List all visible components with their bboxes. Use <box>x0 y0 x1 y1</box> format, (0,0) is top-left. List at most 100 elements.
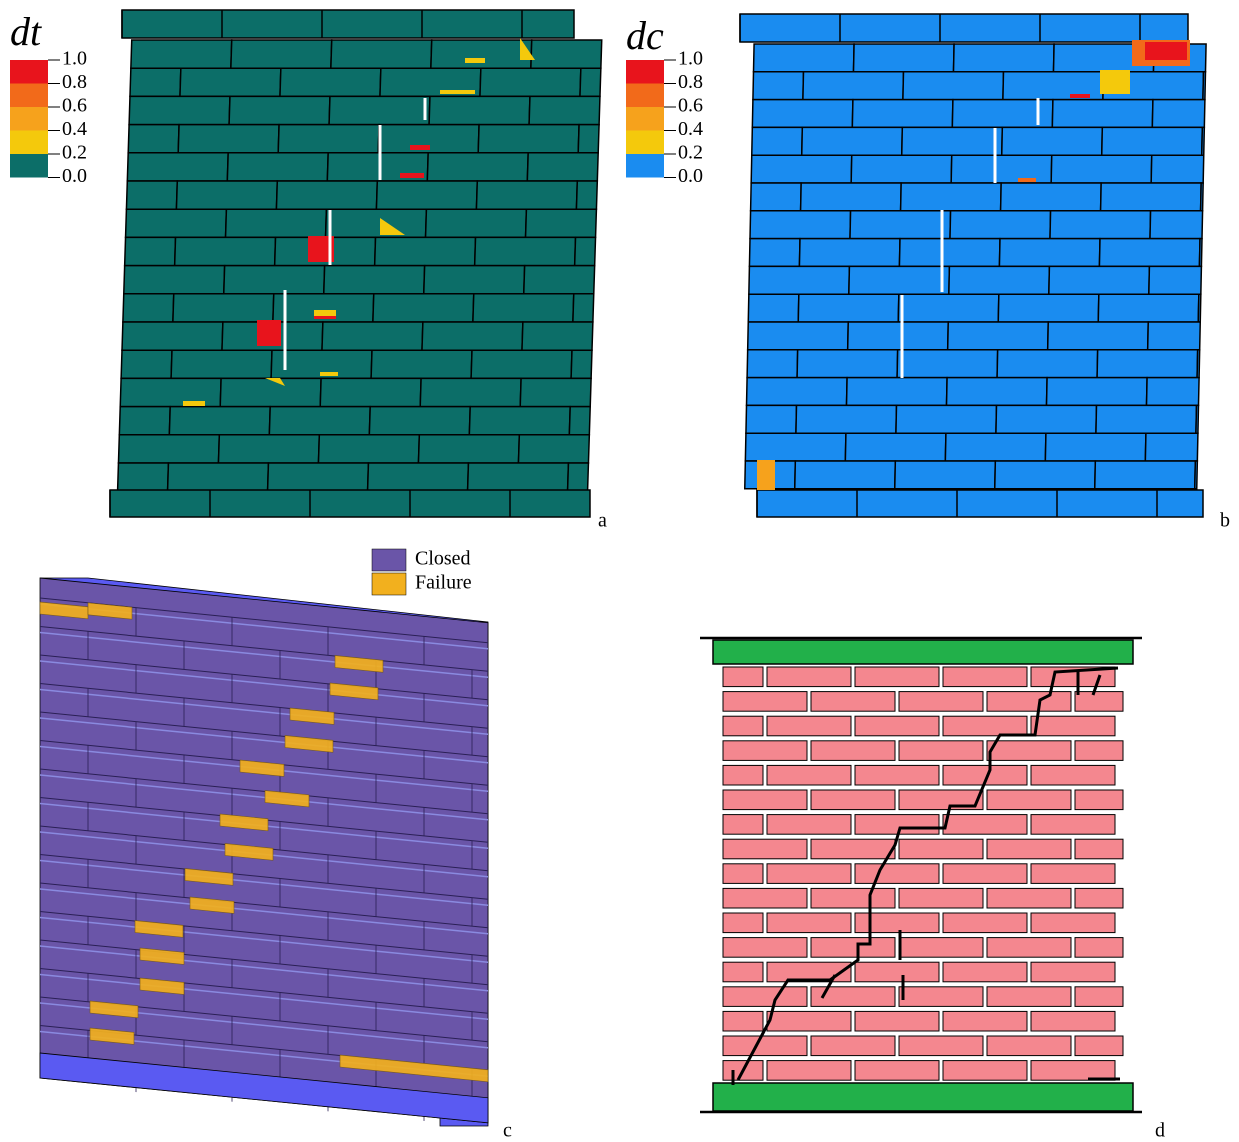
brick <box>855 864 939 884</box>
brick <box>1151 155 1204 183</box>
brick <box>752 100 853 128</box>
legend-tick-label: 0.0 <box>678 165 703 187</box>
brick <box>268 463 369 491</box>
brick <box>475 237 576 265</box>
brick <box>723 962 763 982</box>
brick <box>178 125 279 153</box>
damage <box>440 90 475 94</box>
brick <box>723 716 763 736</box>
brick <box>171 350 272 378</box>
brick <box>578 125 599 153</box>
brick <box>1147 378 1200 406</box>
brick <box>229 96 330 124</box>
brick <box>1048 322 1149 350</box>
brick <box>848 322 949 350</box>
brick <box>126 181 177 209</box>
brick <box>1047 378 1148 406</box>
brick <box>1203 72 1206 100</box>
brick <box>1075 790 1123 810</box>
brick <box>953 44 1054 72</box>
brick <box>218 435 319 463</box>
brick <box>127 153 228 181</box>
brick <box>745 433 846 461</box>
legend-tick-label: 1.0 <box>678 48 703 70</box>
panel-label: a <box>598 510 607 532</box>
brick <box>1031 716 1115 736</box>
brick <box>767 1061 851 1081</box>
damage <box>320 372 338 376</box>
brick <box>580 68 601 96</box>
brick <box>480 68 581 96</box>
brick <box>120 378 221 406</box>
brick <box>1031 1061 1115 1081</box>
brick <box>1201 183 1204 211</box>
brick <box>897 350 998 378</box>
brick <box>943 667 1027 687</box>
brick <box>767 913 851 933</box>
brick <box>723 864 763 884</box>
brick <box>803 72 904 100</box>
brick <box>1075 741 1123 761</box>
legend-swatch <box>10 154 48 178</box>
brick <box>324 266 425 294</box>
legend-tick-label: 0.6 <box>678 95 703 117</box>
legend-title: dt <box>10 9 42 54</box>
brick <box>855 913 939 933</box>
brick <box>802 127 903 155</box>
brick <box>1002 127 1103 155</box>
damage <box>1100 70 1130 94</box>
brick <box>987 987 1071 1007</box>
brick <box>943 864 1027 884</box>
brick <box>1052 100 1153 128</box>
brick <box>987 888 1071 908</box>
legend-swatch <box>626 154 664 178</box>
brick <box>903 72 1004 100</box>
brick <box>899 1036 983 1056</box>
brick <box>231 40 332 68</box>
brick <box>518 435 589 463</box>
brick <box>855 1011 939 1031</box>
brick <box>723 790 807 810</box>
figure: dt dc a b c d Closed Failure 1.00.80.60.… <box>0 0 1239 1142</box>
brick <box>723 987 807 1007</box>
brick <box>943 815 1027 835</box>
brick <box>476 181 577 209</box>
brick <box>811 839 895 859</box>
brick <box>524 266 595 294</box>
legend-tick-label: 0.0 <box>62 165 87 187</box>
brick <box>798 294 899 322</box>
brick <box>796 405 897 433</box>
brick <box>424 266 525 294</box>
brick <box>173 294 274 322</box>
brick <box>751 155 852 183</box>
brick <box>747 350 798 378</box>
brick <box>1050 211 1151 239</box>
brick <box>1045 433 1146 461</box>
brick <box>575 237 596 265</box>
damage <box>1145 42 1187 60</box>
panel-d <box>700 638 1142 1112</box>
damage <box>465 58 485 63</box>
brick <box>996 405 1097 433</box>
brick <box>1031 815 1115 835</box>
brick <box>811 888 895 908</box>
brick <box>746 405 797 433</box>
legend-swatch <box>10 107 48 131</box>
brick <box>368 463 469 491</box>
damage <box>314 316 336 319</box>
brick <box>811 741 895 761</box>
brick <box>1031 765 1115 785</box>
brick <box>767 815 851 835</box>
panel-b <box>740 14 1206 517</box>
brick <box>749 266 850 294</box>
brick <box>176 181 277 209</box>
brick <box>795 461 896 489</box>
brick <box>811 692 895 712</box>
brick <box>853 44 954 72</box>
brick <box>767 716 851 736</box>
brick <box>224 266 325 294</box>
brick <box>1031 913 1115 933</box>
brick <box>987 692 1071 712</box>
brick <box>1031 864 1115 884</box>
legend-title: dc <box>626 13 664 58</box>
